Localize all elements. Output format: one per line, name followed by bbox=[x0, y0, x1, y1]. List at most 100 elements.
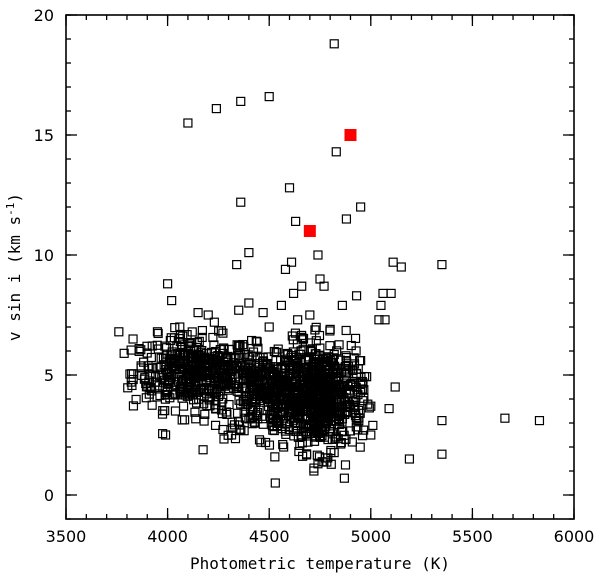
data-point bbox=[236, 197, 246, 207]
y-axis-title: v sin i (km s-1) bbox=[4, 193, 25, 341]
data-point bbox=[249, 417, 259, 427]
data-point bbox=[315, 384, 325, 394]
x-tick-labels: 3500 4000 4500 5000 5500 6000 bbox=[46, 527, 595, 546]
x-tick-label: 3500 bbox=[46, 527, 87, 546]
data-point bbox=[143, 361, 153, 371]
data-point bbox=[163, 279, 173, 289]
data-point bbox=[313, 360, 323, 370]
data-point bbox=[323, 434, 333, 445]
data-point bbox=[333, 402, 343, 412]
data-point bbox=[170, 406, 181, 416]
data-point bbox=[298, 345, 308, 355]
data-point bbox=[329, 39, 339, 49]
data-point bbox=[241, 407, 251, 417]
data-point bbox=[310, 432, 320, 442]
data-point bbox=[162, 385, 172, 395]
data-point bbox=[252, 337, 262, 347]
data-point bbox=[276, 399, 286, 409]
data-point bbox=[134, 344, 144, 354]
data-point bbox=[208, 332, 218, 343]
data-point bbox=[349, 402, 359, 412]
data-point bbox=[329, 448, 339, 458]
data-point bbox=[280, 264, 291, 274]
data-point bbox=[165, 335, 175, 346]
data-point bbox=[384, 404, 394, 414]
data-point bbox=[374, 315, 384, 325]
data-point bbox=[114, 327, 124, 337]
y-tick-label: 10 bbox=[34, 246, 54, 265]
data-point bbox=[233, 362, 243, 372]
data-point bbox=[170, 323, 180, 333]
data-point bbox=[300, 392, 310, 402]
data-point bbox=[217, 397, 227, 408]
data-point bbox=[311, 322, 321, 332]
data-point bbox=[215, 386, 225, 396]
data-point bbox=[388, 257, 398, 267]
data-point bbox=[313, 250, 323, 260]
data-point bbox=[342, 366, 352, 376]
data-point bbox=[301, 449, 312, 459]
data-point bbox=[326, 459, 336, 469]
x-tick-label: 5000 bbox=[350, 527, 391, 546]
data-point bbox=[238, 339, 248, 350]
data-point bbox=[534, 416, 545, 426]
data-point bbox=[216, 326, 226, 336]
data-point bbox=[165, 356, 175, 367]
data-point bbox=[264, 91, 274, 102]
data-point bbox=[284, 183, 295, 193]
data-point bbox=[197, 332, 207, 343]
data-point bbox=[396, 262, 406, 272]
data-point bbox=[278, 439, 288, 450]
data-point bbox=[283, 380, 293, 391]
data-point bbox=[244, 298, 254, 308]
data-point bbox=[140, 373, 150, 383]
y-tick-label: 5 bbox=[44, 366, 54, 385]
data-point bbox=[193, 308, 203, 318]
data-point bbox=[199, 384, 209, 394]
data-point bbox=[178, 375, 188, 385]
y-axis-title-close: ) bbox=[5, 193, 24, 203]
data-point bbox=[356, 356, 366, 366]
data-point bbox=[288, 288, 299, 298]
data-point bbox=[236, 399, 246, 409]
data-point bbox=[356, 202, 366, 212]
data-point bbox=[293, 400, 303, 410]
data-point bbox=[336, 439, 346, 449]
data-point bbox=[376, 300, 386, 310]
data-point bbox=[261, 383, 271, 394]
data-point bbox=[303, 437, 313, 447]
data-point bbox=[251, 336, 261, 346]
data-point bbox=[221, 407, 231, 417]
data-point bbox=[325, 324, 335, 334]
data-point bbox=[437, 449, 447, 459]
data-point bbox=[315, 416, 325, 426]
data-point bbox=[264, 322, 274, 332]
data-point bbox=[295, 374, 305, 384]
data-point bbox=[158, 429, 168, 439]
data-point bbox=[204, 386, 215, 396]
data-point bbox=[223, 430, 233, 440]
data-point bbox=[366, 430, 376, 440]
data-point bbox=[176, 381, 186, 392]
x-tick-label: 5500 bbox=[452, 527, 493, 546]
data-point bbox=[145, 370, 155, 380]
data-point bbox=[319, 281, 329, 291]
data-point bbox=[437, 416, 447, 426]
data-point bbox=[258, 419, 268, 429]
data-point bbox=[262, 405, 272, 415]
data-point bbox=[345, 379, 356, 390]
data-point bbox=[187, 327, 197, 337]
data-point bbox=[366, 401, 376, 411]
data-point bbox=[261, 360, 271, 370]
data-point bbox=[354, 413, 364, 423]
data-point bbox=[331, 147, 341, 157]
data-point bbox=[303, 364, 313, 374]
data-point bbox=[309, 414, 319, 424]
data-point bbox=[437, 260, 447, 270]
data-point bbox=[234, 305, 244, 315]
data-point bbox=[320, 453, 331, 463]
data-point bbox=[198, 445, 208, 455]
data-point bbox=[351, 346, 361, 356]
data-point bbox=[341, 214, 352, 224]
y-tick-label: 15 bbox=[34, 126, 54, 145]
